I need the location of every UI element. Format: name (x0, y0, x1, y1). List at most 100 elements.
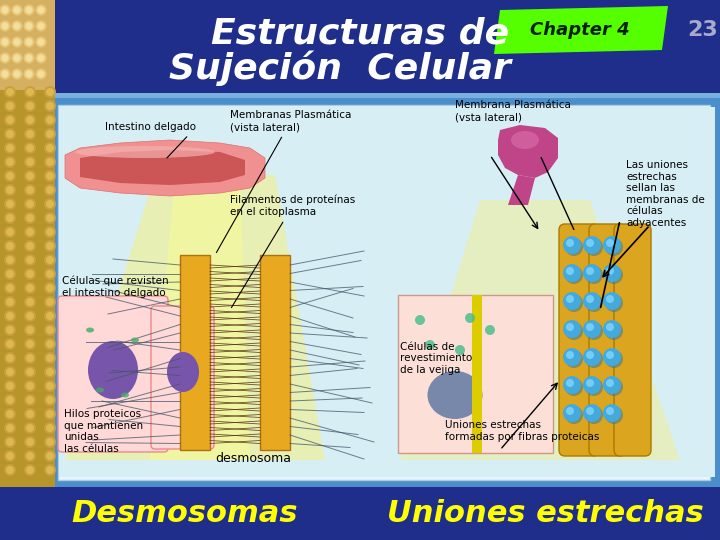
Circle shape (24, 366, 36, 378)
Circle shape (6, 130, 14, 138)
Circle shape (583, 348, 601, 366)
Circle shape (4, 184, 16, 196)
Circle shape (4, 128, 16, 140)
Bar (260, 255, 290, 450)
Circle shape (4, 422, 16, 434)
Circle shape (24, 100, 36, 112)
Bar (180, 255, 210, 450)
Circle shape (44, 296, 56, 308)
Circle shape (6, 438, 14, 446)
Circle shape (24, 226, 36, 238)
Circle shape (4, 100, 16, 112)
Polygon shape (498, 125, 558, 178)
Circle shape (0, 52, 11, 64)
Circle shape (6, 368, 14, 376)
Circle shape (4, 324, 16, 336)
Circle shape (26, 424, 34, 432)
Circle shape (35, 69, 47, 79)
Circle shape (605, 378, 623, 396)
Circle shape (26, 312, 34, 320)
Circle shape (603, 236, 621, 254)
Text: Chapter 4: Chapter 4 (530, 21, 630, 39)
Circle shape (0, 69, 11, 79)
Polygon shape (400, 200, 680, 460)
Circle shape (26, 88, 34, 96)
Polygon shape (80, 150, 245, 185)
Circle shape (585, 294, 603, 312)
Circle shape (6, 354, 14, 362)
Circle shape (46, 186, 54, 194)
Circle shape (46, 452, 54, 460)
Circle shape (485, 325, 495, 335)
Circle shape (14, 71, 20, 78)
Circle shape (6, 200, 14, 208)
Circle shape (1, 55, 9, 62)
Circle shape (46, 354, 54, 362)
Circle shape (24, 37, 35, 48)
Circle shape (46, 312, 54, 320)
Circle shape (606, 323, 614, 331)
Circle shape (24, 310, 36, 322)
Bar (0, 97, 720, 487)
Circle shape (585, 266, 603, 284)
Circle shape (24, 394, 36, 406)
Ellipse shape (121, 393, 129, 397)
Circle shape (583, 236, 601, 254)
Circle shape (565, 406, 583, 424)
Ellipse shape (75, 146, 215, 158)
Circle shape (44, 394, 56, 406)
Circle shape (26, 340, 34, 348)
Circle shape (24, 69, 35, 79)
Circle shape (44, 282, 56, 294)
Circle shape (6, 452, 14, 460)
Circle shape (44, 464, 56, 476)
Circle shape (4, 240, 16, 252)
Text: Uniones estrechas: Uniones estrechas (387, 498, 703, 528)
Circle shape (46, 326, 54, 334)
Circle shape (605, 238, 623, 256)
Circle shape (26, 284, 34, 292)
Circle shape (24, 170, 36, 182)
Circle shape (44, 226, 56, 238)
Circle shape (585, 378, 603, 396)
Bar (0, 93, 720, 98)
Circle shape (44, 156, 56, 168)
Circle shape (46, 116, 54, 124)
Text: Filamentos de proteínas
en el citoplasma: Filamentos de proteínas en el citoplasma (230, 195, 355, 308)
Circle shape (4, 352, 16, 364)
Circle shape (565, 378, 583, 396)
Circle shape (12, 52, 22, 64)
Circle shape (4, 296, 16, 308)
Circle shape (24, 52, 35, 64)
Circle shape (1, 6, 9, 14)
Circle shape (6, 116, 14, 124)
Circle shape (46, 424, 54, 432)
Circle shape (605, 294, 623, 312)
Circle shape (586, 351, 594, 359)
Circle shape (12, 21, 22, 31)
Circle shape (6, 382, 14, 390)
Circle shape (415, 315, 425, 325)
Circle shape (565, 322, 583, 340)
Circle shape (4, 408, 16, 420)
Circle shape (26, 410, 34, 418)
Circle shape (24, 86, 36, 98)
Circle shape (4, 268, 16, 280)
Circle shape (44, 310, 56, 322)
Circle shape (4, 114, 16, 126)
Circle shape (6, 256, 14, 264)
Circle shape (563, 348, 581, 366)
Circle shape (566, 407, 574, 415)
Text: Uniones estrechas
formadas por fibras proteicas: Uniones estrechas formadas por fibras pr… (445, 421, 599, 442)
Circle shape (583, 264, 601, 282)
Circle shape (586, 267, 594, 275)
Circle shape (4, 170, 16, 182)
Circle shape (26, 466, 34, 474)
Text: Las uniones
estrechas
sellan las
membranas de
células
adyacentes: Las uniones estrechas sellan las membran… (626, 160, 705, 228)
Circle shape (6, 172, 14, 180)
Circle shape (44, 268, 56, 280)
Ellipse shape (428, 371, 482, 419)
Text: Células de
revestimiento
de la vejiga: Células de revestimiento de la vejiga (400, 342, 472, 375)
Circle shape (0, 21, 11, 31)
Circle shape (46, 340, 54, 348)
